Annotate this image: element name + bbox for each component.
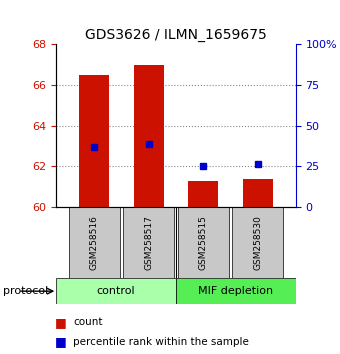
Text: percentile rank within the sample: percentile rank within the sample (73, 337, 249, 347)
Text: GSM258515: GSM258515 (199, 215, 208, 270)
Text: ■: ■ (54, 335, 66, 348)
Bar (79, 75, 109, 207)
Text: GSM258530: GSM258530 (253, 215, 262, 270)
Title: GDS3626 / ILMN_1659675: GDS3626 / ILMN_1659675 (85, 28, 267, 42)
Bar (56, 278, 176, 304)
Text: MIF depletion: MIF depletion (198, 286, 273, 296)
Bar (134, 64, 164, 207)
Bar (243, 178, 273, 207)
Bar (69, 207, 120, 278)
Text: count: count (73, 317, 103, 327)
Text: GSM258516: GSM258516 (90, 215, 99, 270)
Bar (232, 207, 283, 278)
Text: control: control (97, 286, 135, 296)
Bar (176, 278, 296, 304)
Bar (188, 181, 218, 207)
Bar (123, 207, 174, 278)
Bar (177, 207, 229, 278)
Text: GSM258517: GSM258517 (144, 215, 153, 270)
Text: protocol: protocol (3, 286, 49, 296)
Text: ■: ■ (54, 316, 66, 329)
